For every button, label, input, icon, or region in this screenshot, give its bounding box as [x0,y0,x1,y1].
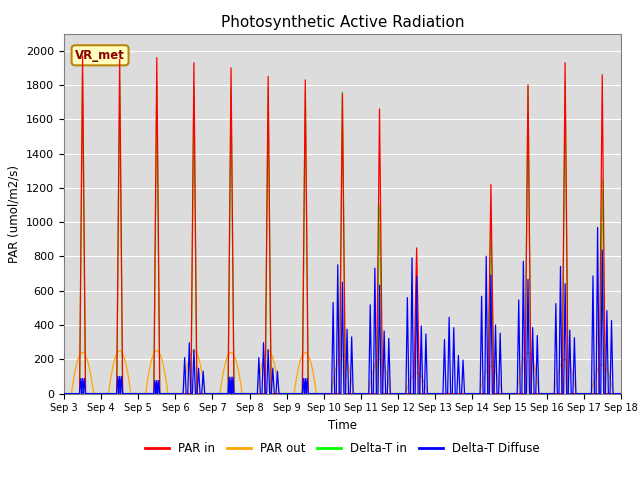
X-axis label: Time: Time [328,419,357,432]
Y-axis label: PAR (umol/m2/s): PAR (umol/m2/s) [8,165,20,263]
Text: VR_met: VR_met [75,49,125,62]
Legend: PAR in, PAR out, Delta-T in, Delta-T Diffuse: PAR in, PAR out, Delta-T in, Delta-T Dif… [140,437,545,460]
Title: Photosynthetic Active Radiation: Photosynthetic Active Radiation [221,15,464,30]
